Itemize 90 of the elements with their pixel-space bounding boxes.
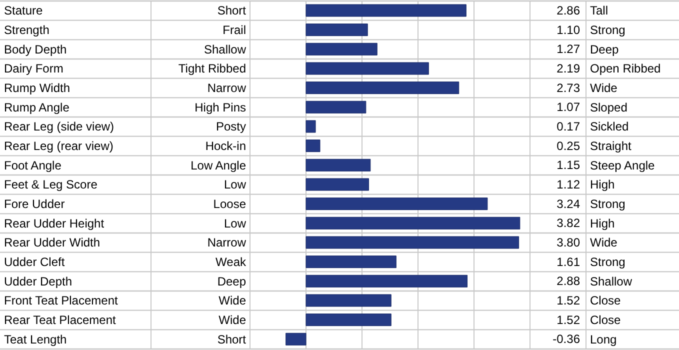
- data-label: 2.73: [556, 80, 580, 95]
- data-label: 2.88: [556, 274, 580, 288]
- data-label: 1.61: [556, 254, 580, 269]
- text: Loose: [213, 197, 246, 211]
- text: Tight Ribbed: [178, 62, 246, 76]
- bar: [306, 198, 488, 210]
- y-tick-label: Dairy Form: [4, 62, 64, 76]
- bar: [306, 24, 368, 36]
- y-tick-label: Stature: [4, 4, 44, 18]
- bar: [306, 42, 378, 56]
- data-label: 1.52: [556, 312, 580, 327]
- bar: [306, 274, 468, 288]
- bar: [286, 332, 306, 346]
- bar: [306, 236, 520, 249]
- bar: [306, 178, 369, 191]
- data-label: 2.86: [556, 3, 580, 18]
- bar: [306, 256, 396, 268]
- text: Short: [217, 4, 247, 18]
- text: Wide: [590, 81, 618, 95]
- y-tick-label: Feet & Leg Score: [4, 178, 98, 192]
- y-tick-label: Strength: [4, 23, 50, 37]
- text: Deep: [590, 42, 620, 56]
- text: Steep Angle: [590, 158, 656, 172]
- text: Weak: [216, 255, 247, 269]
- text: High: [590, 216, 615, 230]
- text: Strong: [590, 255, 626, 269]
- text: Narrow: [207, 236, 246, 250]
- bar: [306, 158, 371, 172]
- data-label: 1.07: [556, 100, 580, 114]
- bar: [306, 82, 460, 94]
- text: Close: [590, 294, 622, 308]
- y-tick-label: Rump Width: [4, 81, 70, 95]
- y-tick-label: Rear Teat Placement: [4, 313, 117, 327]
- data-label: 1.52: [556, 293, 580, 308]
- text: Open Ribbed: [590, 62, 661, 76]
- y-tick-label: Foot Angle: [4, 158, 62, 172]
- text: Wide: [218, 313, 246, 327]
- y-tick-label: Rear Leg (side view): [4, 120, 114, 134]
- y-tick-label: Rear Udder Width: [4, 236, 100, 250]
- data-label: 0.17: [556, 119, 580, 134]
- text: Short: [217, 332, 247, 346]
- text: Posty: [216, 120, 246, 134]
- text: Strong: [590, 23, 626, 37]
- text: Low: [224, 216, 246, 230]
- text: Shallow: [204, 42, 246, 56]
- y-tick-label: Rump Angle: [4, 100, 70, 114]
- data-label: -0.36: [552, 332, 580, 346]
- text: Sickled: [590, 120, 629, 134]
- data-label: 1.27: [556, 42, 580, 56]
- text: Close: [590, 313, 622, 327]
- y-tick-label: Rear Leg (rear view): [4, 139, 114, 153]
- bar: [306, 216, 520, 230]
- data-label: 1.15: [556, 158, 580, 172]
- text: Hock-in: [205, 139, 246, 153]
- text: High Pins: [194, 100, 246, 114]
- y-tick-label: Front Teat Placement: [4, 294, 118, 308]
- bar: [306, 140, 320, 152]
- bar: [306, 100, 366, 114]
- text: Low Angle: [190, 158, 246, 172]
- text: Tall: [590, 4, 608, 18]
- text: Long: [590, 332, 617, 346]
- text: Frail: [222, 23, 246, 37]
- text: Sloped: [590, 100, 628, 114]
- data-label: 1.10: [556, 22, 580, 37]
- text: Narrow: [207, 81, 246, 95]
- bar: [306, 294, 392, 307]
- text: Wide: [218, 294, 246, 308]
- text: Shallow: [590, 274, 632, 288]
- y-tick-label: Body Depth: [4, 42, 67, 56]
- y-tick-label: Rear Udder Height: [4, 216, 105, 230]
- data-label: 3.82: [556, 216, 580, 230]
- y-tick-label: Fore Udder: [4, 197, 65, 211]
- text: Low: [224, 178, 246, 192]
- text: Wide: [590, 236, 618, 250]
- data-label: 0.25: [556, 138, 580, 153]
- bar: [306, 62, 429, 75]
- y-tick-label: Udder Depth: [4, 274, 72, 288]
- text: Strong: [590, 197, 626, 211]
- y-tick-label: Udder Cleft: [4, 255, 66, 269]
- bar: [306, 314, 392, 326]
- data-label: 2.19: [556, 61, 580, 76]
- text: High: [590, 178, 615, 192]
- data-label: 1.12: [556, 177, 580, 192]
- data-label: 3.24: [556, 196, 580, 211]
- bar: [306, 120, 316, 133]
- text: Straight: [590, 139, 632, 153]
- text: Deep: [217, 274, 246, 288]
- bar: [306, 4, 466, 17]
- data-label: 3.80: [556, 235, 580, 250]
- y-tick-label: Teat Length: [4, 332, 67, 346]
